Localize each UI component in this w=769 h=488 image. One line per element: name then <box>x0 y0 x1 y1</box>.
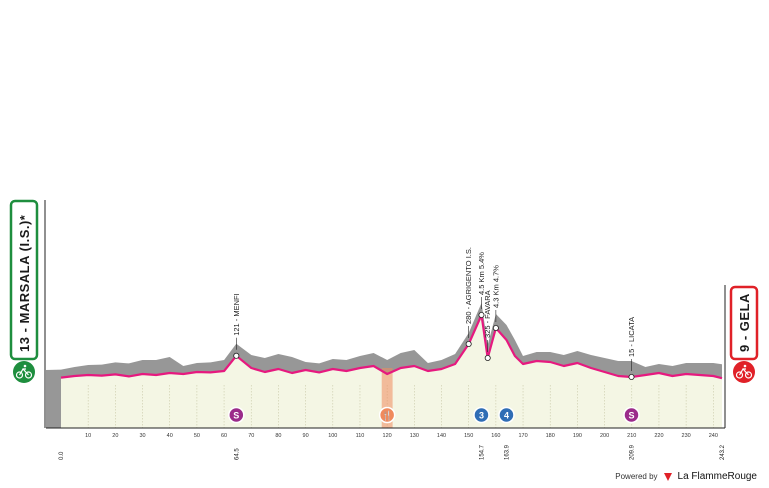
place-labels: 121 - MENFI 280 - AGRIGENTO I.S. 4.5 Km 5.… <box>232 247 636 380</box>
profile-fill-shape <box>61 315 722 428</box>
sprint-icon-text-4: S <box>628 411 634 421</box>
route-line <box>60 313 723 380</box>
sprint-icon-4 <box>623 406 640 424</box>
credit-footer: Powered by La FlammeRouge <box>615 471 757 482</box>
kom-icon-text-3: 4 <box>504 411 509 421</box>
x-tick-230: 230 <box>682 433 691 439</box>
x-tick-170: 170 <box>518 433 527 439</box>
place-label-4: 4.3 Km 4.7% <box>491 265 500 308</box>
x-tick-240: 240 <box>709 433 718 439</box>
route-line-path <box>60 313 723 380</box>
start-badge: 13 - MARSALA (I.S.)* <box>9 199 46 428</box>
x-tick-150: 150 <box>464 433 473 439</box>
place-label-2: 4.5 Km 5.4% <box>477 252 486 295</box>
x-tick-220: 220 <box>654 433 663 439</box>
kom-icon-3 <box>498 406 515 424</box>
place-label-3: 325 - FAVARA <box>483 290 492 338</box>
sprint-icon-0 <box>228 406 245 424</box>
x-tick-130: 130 <box>410 433 419 439</box>
feed-icon-1 <box>378 406 396 424</box>
distance-marker-209.9: 209.9 <box>629 444 635 460</box>
flamme-rouge-logo-icon <box>663 472 672 481</box>
finish-label: 9 - GELA <box>737 293 752 352</box>
place-dot-4 <box>492 324 499 331</box>
distance-marker-154.7: 154.7 <box>479 444 485 460</box>
profile-area <box>61 315 722 428</box>
finish-badge: 9 - GELA <box>724 285 759 428</box>
start-label: 13 - MARSALA (I.S.)* <box>17 214 32 352</box>
x-tick-180: 180 <box>546 433 555 439</box>
place-dot-3 <box>484 354 491 361</box>
x-tick-30: 30 <box>139 433 145 439</box>
x-tick-20: 20 <box>112 433 118 439</box>
credit-powered: Powered by <box>615 472 658 481</box>
x-tick-190: 190 <box>573 433 582 439</box>
place-dot-2 <box>478 311 485 318</box>
place-dot-1 <box>465 340 472 347</box>
x-tick-80: 80 <box>275 433 281 439</box>
place-dot-0 <box>233 352 240 359</box>
kom-icon-2 <box>473 406 490 424</box>
place-dot-5 <box>628 373 635 380</box>
feed-zone <box>381 368 393 428</box>
distance-marker-0.0: 0.0 <box>59 451 65 460</box>
x-tick-110: 110 <box>356 433 365 439</box>
x-tick-140: 140 <box>437 433 446 439</box>
x-tick-70: 70 <box>248 433 254 439</box>
x-tick-60: 60 <box>221 433 227 439</box>
place-label-5: 15 - LICATA <box>627 317 636 357</box>
x-tick-120: 120 <box>383 433 392 439</box>
credit-brand: La FlammeRouge <box>677 471 757 482</box>
route-icons: S 🍴 3 4 S <box>228 406 640 424</box>
x-tick-50: 50 <box>194 433 200 439</box>
distance-marker-64.5: 64.5 <box>234 448 240 460</box>
x-tick-210: 210 <box>627 433 636 439</box>
sprint-icon-text-0: S <box>233 411 239 421</box>
x-axis: 10 20 30 40 50 60 70 80 90 100 110 120 130 140 150 160 1… <box>46 427 725 439</box>
finish-icon <box>733 361 755 383</box>
feed-zone-band <box>381 368 393 428</box>
x-tick-90: 90 <box>303 433 309 439</box>
x-tick-160: 160 <box>491 433 500 439</box>
x-tick-100: 100 <box>328 433 337 439</box>
start-icon <box>13 361 35 383</box>
x-tick-200: 200 <box>600 433 609 439</box>
place-label-1: 280 - AGRIGENTO I.S. <box>464 247 473 324</box>
feed-icon-text-1: 🍴 <box>382 410 393 422</box>
x-tick-10: 10 <box>85 433 91 439</box>
x-tick-40: 40 <box>167 433 173 439</box>
distance-marker-163.9: 163.9 <box>504 444 510 460</box>
distance-marker-243.2: 243.2 <box>720 444 726 460</box>
bike-icon <box>735 364 753 379</box>
place-label-0: 121 - MENFI <box>232 293 241 336</box>
bike-icon <box>15 364 33 379</box>
distance-markers: 0.0 64.5 154.7 163.9 209.9 243.2 <box>59 444 726 460</box>
kom-icon-text-2: 3 <box>479 411 484 421</box>
profile-gridlines <box>87 385 714 428</box>
